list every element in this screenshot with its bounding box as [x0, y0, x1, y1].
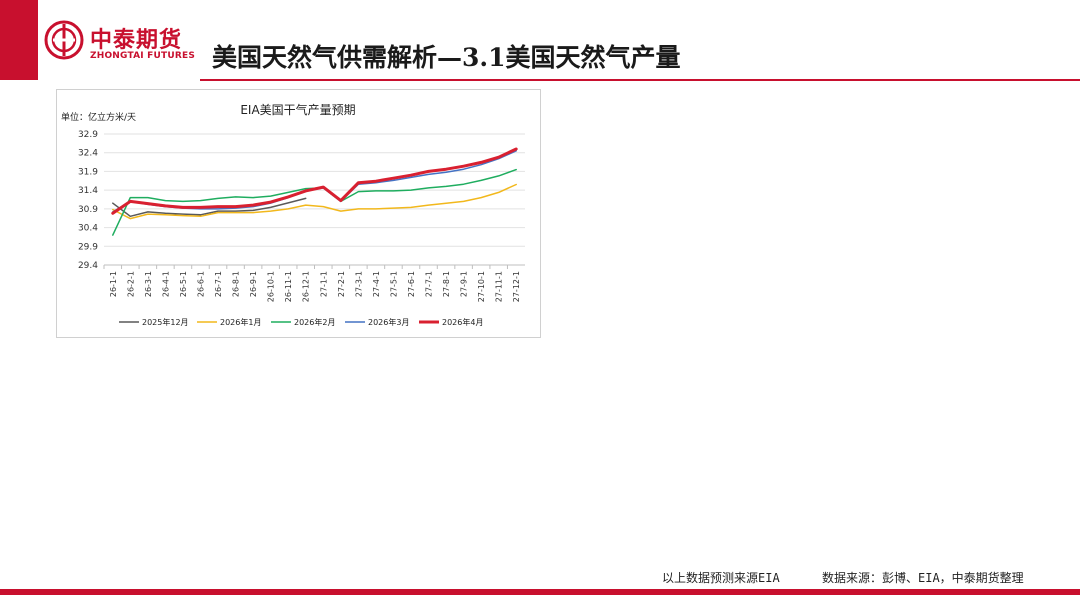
x-tick-label: 26-10-1: [267, 271, 276, 302]
y-tick-label: 30.9: [78, 205, 98, 215]
footer-source-note: 以上数据预测来源EIA: [662, 571, 780, 585]
footer-bar: [0, 589, 1080, 595]
footer-data-source: 数据来源：彭博、EIA，中泰期货整理: [822, 571, 1024, 585]
title-divider: [200, 79, 1080, 81]
x-tick-label: 27-11-1: [495, 271, 504, 302]
chart-title: EIA美国干气产量预期: [240, 102, 355, 117]
x-tick-label: 26-12-1: [302, 271, 311, 302]
x-tick-label: 26-9-1: [249, 271, 258, 297]
x-tick-label: 27-12-1: [512, 271, 521, 302]
x-tick-label: 26-4-1: [161, 271, 170, 297]
legend-label: 2026年3月: [368, 317, 409, 327]
logo-english-name: ZHONGTAI FUTURES: [90, 51, 196, 61]
y-tick-label: 32.4: [78, 149, 98, 159]
x-tick-label: 27-3-1: [354, 271, 363, 297]
legend-label: 2025年12月: [142, 317, 189, 327]
x-tick-label: 26-5-1: [179, 271, 188, 297]
x-tick-label: 27-8-1: [442, 271, 451, 297]
y-tick-label: 32.9: [78, 130, 98, 140]
logo-chinese-name: 中泰期货: [90, 28, 183, 53]
y-tick-label: 29.9: [78, 242, 98, 252]
x-tick-label: 26-7-1: [214, 271, 223, 297]
chart-container: EIA美国干气产量预期 单位：亿立方米/天 29.4 29.9 30.4 30.9 31…: [56, 89, 541, 338]
y-tick-label: 29.4: [78, 261, 98, 271]
x-tick-label: 27-5-1: [389, 271, 398, 297]
x-tick-label: 26-8-1: [232, 271, 241, 297]
y-tick-label: 31.9: [78, 167, 98, 177]
line-chart: EIA美国干气产量预期 单位：亿立方米/天 29.4 29.9 30.4 30.9 31…: [61, 102, 525, 327]
x-tick-label: 27-4-1: [372, 271, 381, 297]
x-tick-label: 26-6-1: [196, 271, 205, 297]
unit-label: 单位：亿立方米/天: [61, 111, 136, 123]
x-tick-label: 27-6-1: [407, 271, 416, 297]
y-tick-label: 31.4: [78, 186, 98, 196]
page-title: 美国天然气供需解析—3.1美国天然气产量: [212, 43, 681, 72]
x-tick-label: 27-9-1: [460, 271, 469, 297]
series-line-1: [112, 197, 307, 218]
logo-mark-icon: [44, 20, 84, 60]
left-accent-strip: [0, 0, 38, 80]
company-logo: 中泰期货 ZHONGTAI FUTURES: [44, 20, 204, 70]
x-tick-label: 26-2-1: [126, 271, 135, 297]
y-tick-label: 30.4: [78, 224, 98, 234]
series-line-5: [111, 147, 518, 215]
series-line-2: [112, 183, 517, 220]
x-tick-label: 27-7-1: [425, 271, 434, 297]
x-tick-label: 27-1-1: [319, 271, 328, 297]
x-tick-label: 27-10-1: [477, 271, 486, 302]
x-tick-label: 27-2-1: [337, 271, 346, 297]
legend-label: 2026年2月: [294, 317, 335, 327]
legend-label: 2026年1月: [220, 317, 261, 327]
x-tick-label: 26-11-1: [284, 271, 293, 302]
x-tick-label: 26-1-1: [109, 271, 118, 297]
x-tick-label: 26-3-1: [144, 271, 153, 297]
legend-label: 2026年4月: [442, 317, 483, 327]
